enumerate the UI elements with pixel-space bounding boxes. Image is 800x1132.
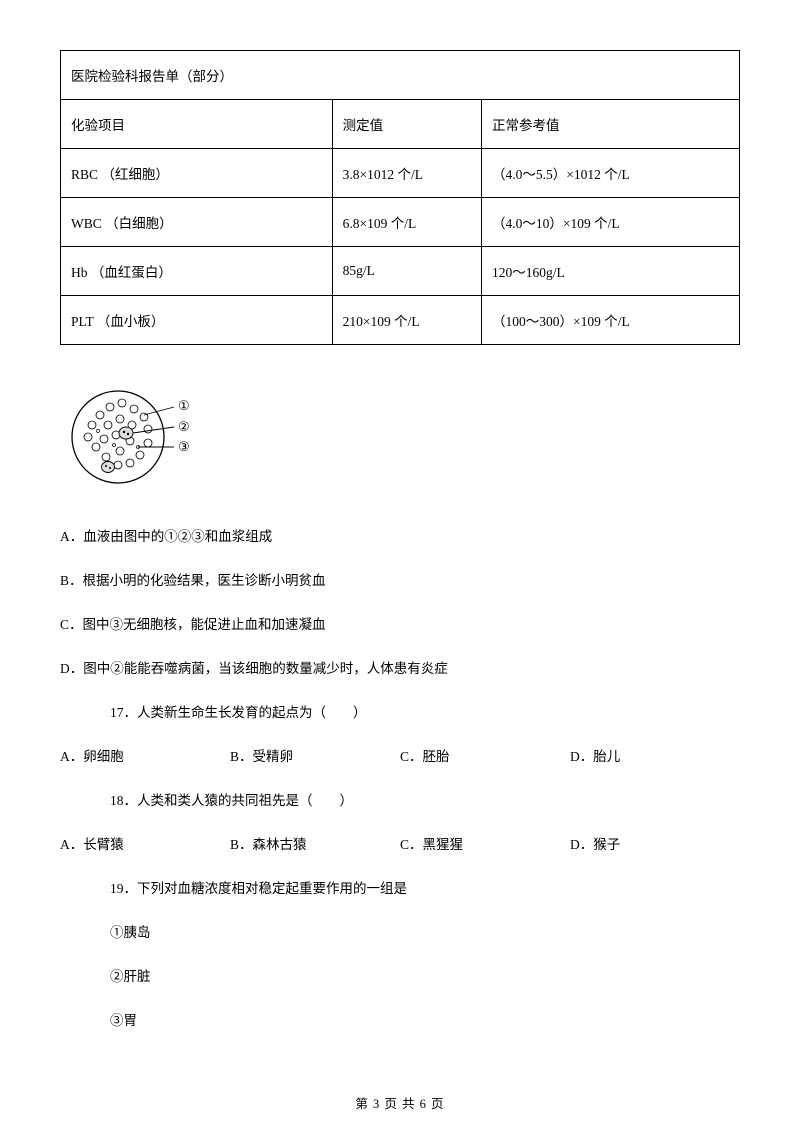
q17-option-d: D．胎儿 (570, 745, 740, 765)
header-reference: 正常参考值 (481, 100, 739, 149)
page-footer: 第 3 页 共 6 页 (0, 1093, 800, 1112)
q18-option-c: C．黑猩猩 (400, 833, 570, 853)
question-17: 17．人类新生命生长发育的起点为（ ） (110, 701, 740, 721)
table-row: PLT （血小板） 210×109 个/L （100～300）×109 个/L (61, 296, 740, 345)
cell-item: Hb （血红蛋白） (61, 247, 333, 296)
option-c: C．图中③无细胞核，能促进止血和加速凝血 (60, 613, 740, 633)
diagram-label-2: ② (178, 419, 190, 434)
cell-item: WBC （白细胞） (61, 198, 333, 247)
table-title: 医院检验科报告单（部分） (61, 51, 740, 100)
cell-reference: （4.0～10）×109 个/L (481, 198, 739, 247)
q17-option-b: B．受精卵 (230, 745, 400, 765)
q17-option-a: A．卵细胞 (60, 745, 230, 765)
option-a: A．血液由图中的①②③和血浆组成 (60, 525, 740, 545)
q17-options: A．卵细胞 B．受精卵 C．胚胎 D．胎儿 (60, 745, 740, 765)
blood-cells-diagram-svg: ① ② ③ (70, 385, 215, 490)
option-d: D．图中②能能吞噬病菌，当该细胞的数量减少时，人体患有炎症 (60, 657, 740, 677)
table-row: RBC （红细胞） 3.8×1012 个/L （4.0～5.5）×1012 个/… (61, 149, 740, 198)
q18-option-b: B．森林古猿 (230, 833, 400, 853)
cell-diagram: ① ② ③ (70, 385, 740, 495)
table-row: WBC （白细胞） 6.8×109 个/L （4.0～10）×109 个/L (61, 198, 740, 247)
cell-measured: 6.8×109 个/L (332, 198, 481, 247)
header-item: 化验项目 (61, 100, 333, 149)
cell-measured: 3.8×1012 个/L (332, 149, 481, 198)
cell-reference: （4.0～5.5）×1012 个/L (481, 149, 739, 198)
diagram-label-3: ③ (178, 439, 190, 454)
q19-item-3: ③胃 (110, 1009, 740, 1029)
q19-item-1: ①胰岛 (110, 921, 740, 941)
cell-measured: 85g/L (332, 247, 481, 296)
cell-item: RBC （红细胞） (61, 149, 333, 198)
lab-report-table: 医院检验科报告单（部分） 化验项目 测定值 正常参考值 RBC （红细胞） 3.… (60, 50, 740, 345)
cell-item: PLT （血小板） (61, 296, 333, 345)
diagram-label-1: ① (178, 398, 190, 413)
header-measured: 测定值 (332, 100, 481, 149)
option-b: B．根据小明的化验结果，医生诊断小明贫血 (60, 569, 740, 589)
q19-item-2: ②肝脏 (110, 965, 740, 985)
cell-measured: 210×109 个/L (332, 296, 481, 345)
question-19: 19．下列对血糖浓度相对稳定起重要作用的一组是 (110, 877, 740, 897)
cell-reference: 120～160g/L (481, 247, 739, 296)
table-row: Hb （血红蛋白） 85g/L 120～160g/L (61, 247, 740, 296)
q18-options: A．长臂猿 B．森林古猿 C．黑猩猩 D．猴子 (60, 833, 740, 853)
q18-option-d: D．猴子 (570, 833, 740, 853)
question-18: 18．人类和类人猿的共同祖先是（ ） (110, 789, 740, 809)
cell-reference: （100～300）×109 个/L (481, 296, 739, 345)
q17-option-c: C．胚胎 (400, 745, 570, 765)
q18-option-a: A．长臂猿 (60, 833, 230, 853)
